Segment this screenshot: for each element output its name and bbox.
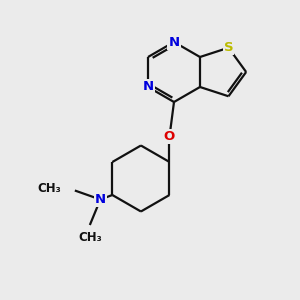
Text: S: S <box>224 41 233 54</box>
Text: N: N <box>168 35 180 49</box>
Text: CH₃: CH₃ <box>78 231 102 244</box>
Text: CH₃: CH₃ <box>38 182 61 196</box>
Text: N: N <box>142 80 154 94</box>
Text: O: O <box>164 130 175 143</box>
Text: N: N <box>95 193 106 206</box>
